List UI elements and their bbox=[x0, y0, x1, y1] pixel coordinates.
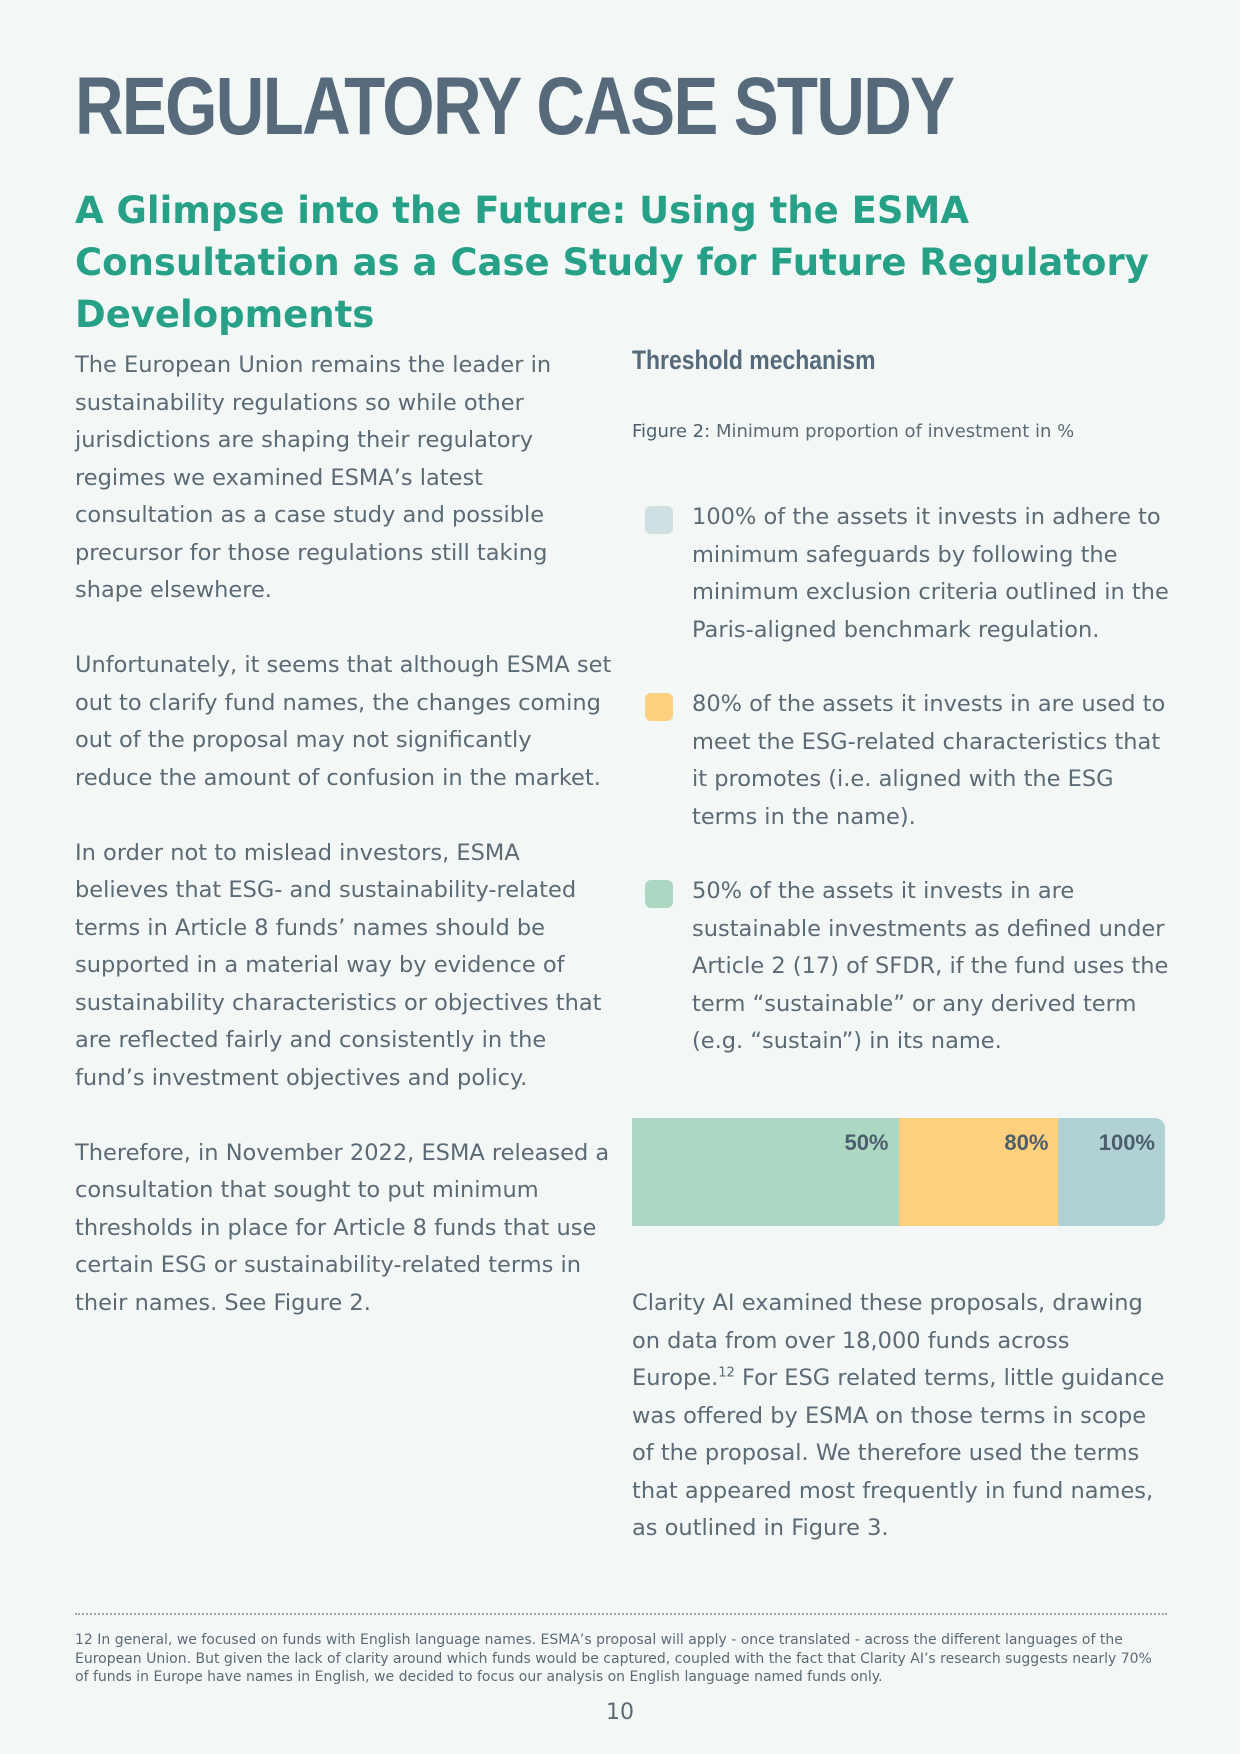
bar-segment-50 bbox=[632, 1118, 899, 1226]
footnote: 12 In general, we focused on funds with … bbox=[75, 1632, 1152, 1685]
paragraph-esma-belief: In order not to mislead investors, ESMA … bbox=[75, 839, 602, 1091]
legend-text-80: 80% of the assets it invests in are used… bbox=[692, 691, 1166, 830]
page-number: 10 bbox=[606, 1700, 634, 1725]
legend-swatch-100 bbox=[645, 506, 673, 534]
closing-paragraph: Clarity AI examined these proposals, dra… bbox=[632, 1285, 1172, 1548]
bar-segment-80 bbox=[898, 1118, 1059, 1226]
bar-segment-100 bbox=[1058, 1118, 1165, 1226]
page-subtitle: A Glimpse into the Future: Using the ESM… bbox=[75, 189, 1149, 336]
bar-label-50: 50% bbox=[844, 1130, 889, 1155]
legend-swatch-80 bbox=[645, 693, 673, 721]
page-title: REGULATORY CASE STUDY bbox=[75, 61, 955, 152]
threshold-bar-chart: 50% 80% 100% bbox=[632, 1118, 1165, 1226]
legend-text-100: 100% of the assets it invests in adhere … bbox=[692, 504, 1169, 643]
paragraph-consultation: Therefore, in November 2022, ESMA releas… bbox=[75, 1139, 610, 1316]
footnote-divider bbox=[75, 1613, 1167, 1615]
figure-caption-label: Figure 2: bbox=[632, 421, 711, 442]
figure-caption: Figure 2: Minimum proportion of investme… bbox=[632, 421, 1074, 442]
legend-swatch-50 bbox=[645, 880, 673, 908]
closing-text-before: Clarity AI examined these proposals, dra… bbox=[632, 1290, 1143, 1391]
paragraph-confusion: Unfortunately, it seems that although ES… bbox=[75, 652, 612, 791]
bar-label-80: 80% bbox=[1004, 1130, 1049, 1155]
bar-label-100: 100% bbox=[1098, 1130, 1155, 1155]
legend-text-50: 50% of the assets it invests in are sust… bbox=[692, 878, 1169, 1054]
figure-caption-text: Minimum proportion of investment in % bbox=[715, 421, 1075, 442]
footnote-ref: 12 bbox=[718, 1365, 735, 1381]
paragraph-intro: The European Union remains the leader in… bbox=[75, 352, 552, 603]
section-heading: Threshold mechanism bbox=[632, 345, 876, 375]
closing-text-after: For ESG related terms, little guidance w… bbox=[632, 1365, 1165, 1541]
left-column: The European Union remains the leader in… bbox=[75, 347, 615, 1360]
